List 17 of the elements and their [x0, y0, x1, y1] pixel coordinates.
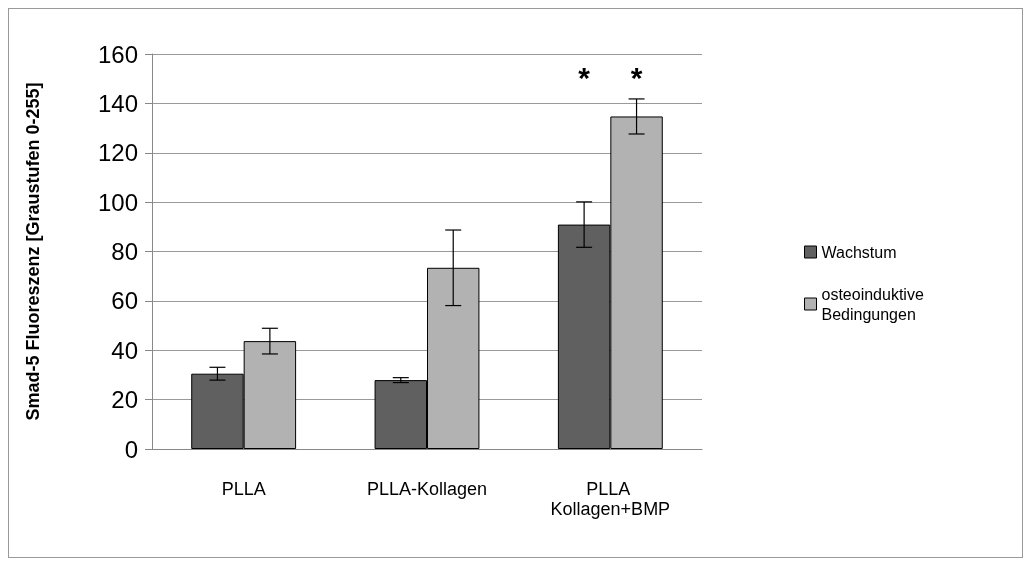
annotation: *: [578, 61, 591, 95]
y-axis-title: Smad-5 Fluoreszenz [Graustufen 0-255]: [23, 82, 43, 421]
x-tick-label: PLLA: [221, 479, 266, 499]
legend-label: Wachstum: [821, 243, 897, 261]
legend-label: osteoinduktive Bedingungen: [821, 285, 929, 323]
x-tick-label: PLLA Kollagen+BMP: [550, 479, 671, 519]
y-tick-label: 100: [97, 188, 138, 216]
y-tick-label: 40: [111, 336, 138, 364]
y-tick-label: 80: [111, 238, 138, 265]
y-tick-label: 160: [97, 40, 138, 68]
x-tick-label: PLLA-Kollagen: [366, 479, 488, 499]
y-tick-label: 140: [97, 89, 138, 117]
y-tick-label: 60: [111, 287, 138, 315]
y-tick-label: 120: [97, 139, 138, 167]
y-tick-label: 20: [111, 386, 138, 414]
annotation: *: [630, 61, 643, 95]
y-tick-label: 0: [124, 435, 138, 463]
